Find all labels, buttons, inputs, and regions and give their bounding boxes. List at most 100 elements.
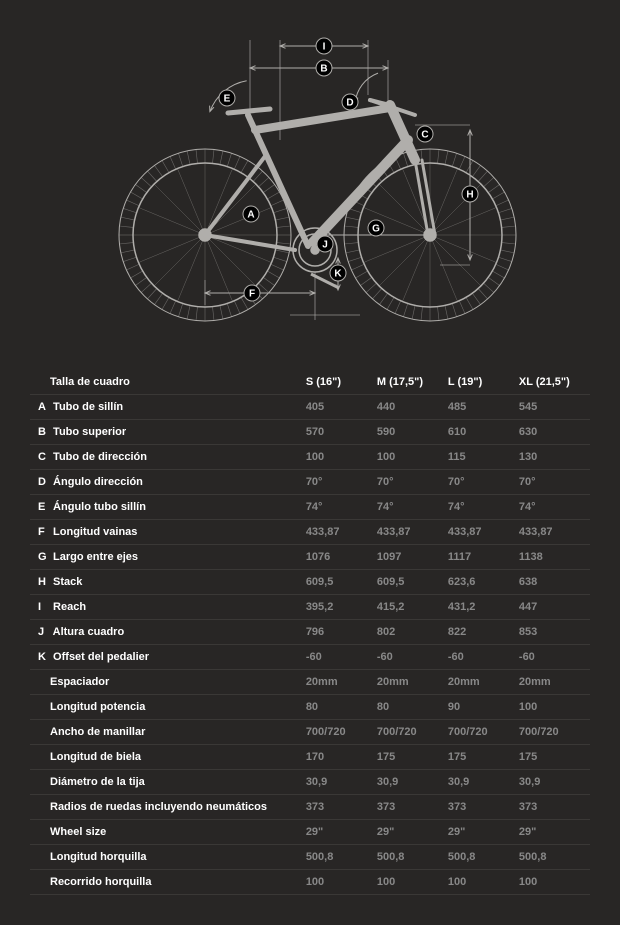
cell-value: 1138 <box>519 545 590 570</box>
cell-value: 100 <box>377 445 448 470</box>
row-lead: A <box>38 401 50 413</box>
cell-value: 373 <box>306 795 377 820</box>
cell-value: 29" <box>448 820 519 845</box>
row-lead: E <box>38 501 50 513</box>
svg-text:E: E <box>224 94 231 105</box>
cell-value: 30,9 <box>448 770 519 795</box>
cell-value: 1097 <box>377 545 448 570</box>
header-size: L (19") <box>448 370 519 395</box>
cell-value: -60 <box>448 645 519 670</box>
geometry-diagram: ABCDEFGHIJK <box>70 0 550 340</box>
cell-value: 20mm <box>306 670 377 695</box>
table-row: H Stack609,5609,5623,6638 <box>30 570 590 595</box>
cell-value: 70° <box>377 470 448 495</box>
cell-value: 100 <box>306 445 377 470</box>
table-row: Diámetro de la tija30,930,930,930,9 <box>30 770 590 795</box>
table-row: Longitud horquilla500,8500,8500,8500,8 <box>30 845 590 870</box>
cell-value: 447 <box>519 595 590 620</box>
cell-value: 395,2 <box>306 595 377 620</box>
row-label: Largo entre ejes <box>50 551 138 563</box>
table-row: I Reach395,2415,2431,2447 <box>30 595 590 620</box>
svg-text:A: A <box>247 210 254 221</box>
header-size: XL (21,5") <box>519 370 590 395</box>
cell-value: 638 <box>519 570 590 595</box>
table-row: Ancho de manillar700/720700/720700/72070… <box>30 720 590 745</box>
cell-value: 570 <box>306 420 377 445</box>
cell-value: 700/720 <box>306 720 377 745</box>
table-row: B Tubo superior 570590610630 <box>30 420 590 445</box>
table-row: Wheel size29"29"29"29" <box>30 820 590 845</box>
cell-value: 485 <box>448 395 519 420</box>
svg-text:B: B <box>320 64 327 75</box>
row-label: Tubo de sillín <box>50 401 123 413</box>
cell-value: 20mm <box>519 670 590 695</box>
cell-value: 373 <box>377 795 448 820</box>
cell-value: 373 <box>448 795 519 820</box>
table-row: Longitud potencia808090100 <box>30 695 590 720</box>
cell-value: 373 <box>519 795 590 820</box>
row-lead: F <box>38 526 50 538</box>
row-label: Reach <box>50 601 86 613</box>
cell-value: 130 <box>519 445 590 470</box>
table-row: J Altura cuadro796802822853 <box>30 620 590 645</box>
row-label: Longitud horquilla <box>50 851 147 863</box>
table-row: G Largo entre ejes1076109711171138 <box>30 545 590 570</box>
header-label: Talla de cuadro <box>30 370 306 395</box>
row-lead: K <box>38 651 50 663</box>
svg-text:I: I <box>323 42 326 53</box>
cell-value: 1117 <box>448 545 519 570</box>
cell-value: 29" <box>306 820 377 845</box>
cell-value: 29" <box>377 820 448 845</box>
cell-value: 100 <box>377 870 448 895</box>
table-row: Longitud de biela170175175175 <box>30 745 590 770</box>
cell-value: 500,8 <box>519 845 590 870</box>
cell-value: 415,2 <box>377 595 448 620</box>
cell-value: 700/720 <box>377 720 448 745</box>
cell-value: 630 <box>519 420 590 445</box>
svg-text:F: F <box>249 289 255 300</box>
cell-value: 175 <box>377 745 448 770</box>
cell-value: -60 <box>519 645 590 670</box>
cell-value: 431,2 <box>448 595 519 620</box>
table-row: C Tubo de dirección100100115130 <box>30 445 590 470</box>
row-lead: D <box>38 476 50 488</box>
cell-value: 74° <box>377 495 448 520</box>
row-lead: J <box>38 626 50 638</box>
cell-value: 90 <box>448 695 519 720</box>
row-label: Tubo superior <box>50 426 126 438</box>
table-row: Espaciador20mm20mm20mm20mm <box>30 670 590 695</box>
row-lead: B <box>38 426 50 438</box>
row-label: Wheel size <box>50 826 106 838</box>
row-label: Longitud potencia <box>50 701 145 713</box>
cell-value: 70° <box>306 470 377 495</box>
svg-text:C: C <box>421 130 428 141</box>
header-size: S (16") <box>306 370 377 395</box>
cell-value: 500,8 <box>306 845 377 870</box>
row-lead: H <box>38 576 50 588</box>
cell-value: 623,6 <box>448 570 519 595</box>
cell-value: 500,8 <box>448 845 519 870</box>
svg-text:D: D <box>346 98 353 109</box>
cell-value: 609,5 <box>377 570 448 595</box>
table-row: Recorrido horquilla100100100100 <box>30 870 590 895</box>
cell-value: 70° <box>519 470 590 495</box>
table-row: F Longitud vainas433,87433,87433,87433,8… <box>30 520 590 545</box>
cell-value: 100 <box>519 870 590 895</box>
cell-value: 853 <box>519 620 590 645</box>
row-label: Ángulo dirección <box>50 476 143 488</box>
table-row: Radios de ruedas incluyendo neumáticos37… <box>30 795 590 820</box>
svg-text:G: G <box>372 224 380 235</box>
cell-value: 822 <box>448 620 519 645</box>
cell-value: 610 <box>448 420 519 445</box>
cell-value: 700/720 <box>519 720 590 745</box>
cell-value: 70° <box>448 470 519 495</box>
row-label: Longitud vainas <box>50 526 137 538</box>
cell-value: 545 <box>519 395 590 420</box>
row-label: Altura cuadro <box>50 626 124 638</box>
cell-value: 20mm <box>448 670 519 695</box>
cell-value: 590 <box>377 420 448 445</box>
cell-value: 433,87 <box>519 520 590 545</box>
cell-value: 170 <box>306 745 377 770</box>
table-row: K Offset del pedalier-60-60-60-60 <box>30 645 590 670</box>
svg-text:J: J <box>322 240 328 251</box>
